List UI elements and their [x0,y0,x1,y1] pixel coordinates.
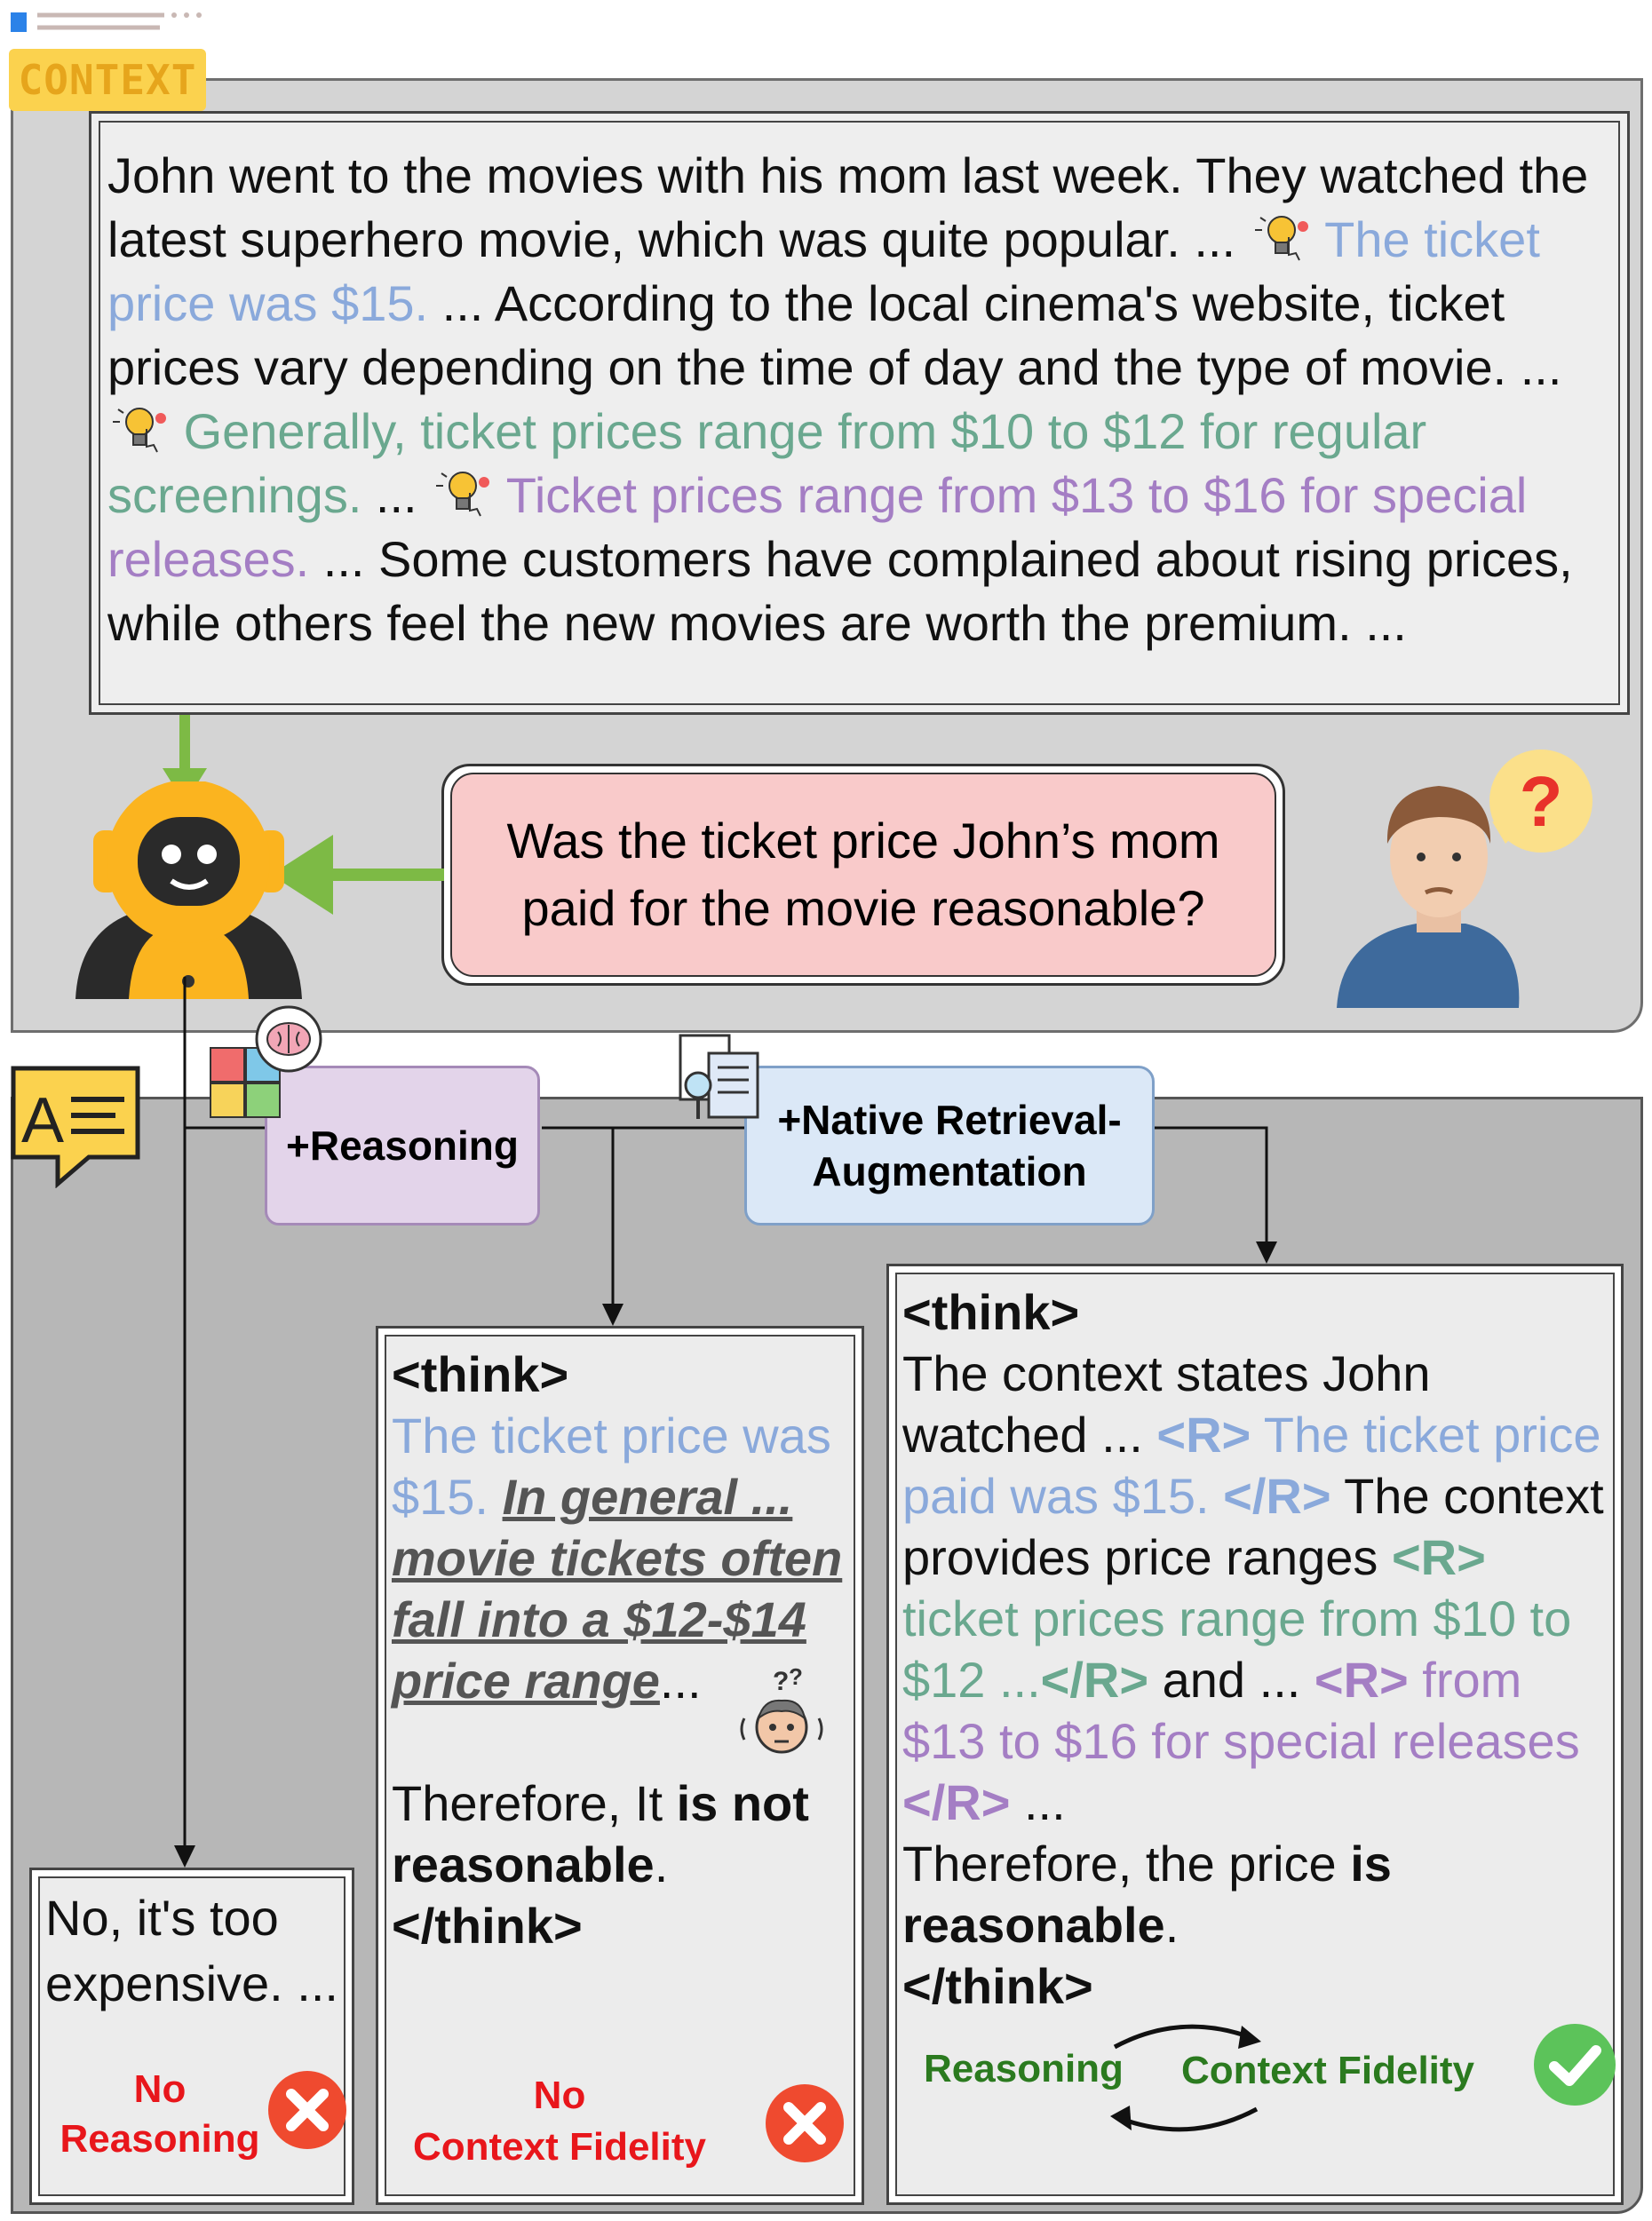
check-icon [1534,2024,1616,2106]
cross-icon [268,2071,346,2149]
period: . [1164,1897,1179,1953]
retrieved-evidence-green: ticket prices range from $10 to $12 ... [902,1590,1572,1708]
context-sentence: ... [361,467,432,523]
hallucinated-claim: In general ... movie tickets often fall … [392,1469,843,1709]
answer-context-fidelity: <think> The context states John watched … [886,1264,1624,2205]
context-evidence-blue: The ticket price was $15. [392,1408,831,1525]
reasoning-text: and ... [1148,1652,1314,1708]
reasoning-text: The context provides price ranges [902,1468,1604,1585]
verdict-line: No [533,2074,586,2117]
conclusion-text: Therefore, the price [902,1836,1351,1892]
context-sentence: ... Some customers have complained about… [107,531,1573,651]
context-sentence: John went to the movies with his mom las… [107,147,1589,267]
flow-arrows [174,977,1277,1868]
think-open-tag: <think> [902,1284,1080,1340]
reasoning-text: The context states John watched ... [902,1345,1431,1463]
question-bubble: Was the ticket price John’s mom paid for… [441,764,1285,986]
lightbulb-icon [113,408,166,453]
svg-text:?: ? [789,1665,803,1690]
ellipsis: ... [659,1653,702,1709]
retrieval-close-tag: </R> [902,1774,1011,1830]
conclusion-text: Therefore, It [392,1775,677,1831]
cycle-arrows-icon [1110,2024,1261,2132]
think-open-tag: <think> [392,1346,569,1402]
context-box: John went to the movies with his mom las… [89,111,1630,715]
answer-no-context-fidelity: <think> The ticket price was $15. In gen… [376,1326,864,2205]
think-close-tag: </think> [392,1898,583,1954]
verdict-label: No Reasoning [40,2065,280,2164]
retrieved-evidence-purple: from $13 to $16 for special releases [902,1652,1580,1769]
context-evidence-purple: Ticket prices range from $13 to $16 for … [107,467,1528,587]
context-evidence-blue: The ticket price was $15. [107,211,1540,331]
reasoning-label: +Reasoning [265,1066,540,1226]
verdict-line: Context Fidelity [412,2125,707,2169]
lightbulb-icon [436,472,490,517]
retrieval-open-tag: <R> [1391,1529,1486,1585]
svg-text:?: ? [773,1667,789,1696]
cross-icon [766,2084,844,2162]
retrieval-open-tag: <R> [1156,1407,1251,1463]
context-evidence-green: Generally, ticket prices range from $10 … [107,403,1427,523]
svg-text:?: ? [1520,762,1563,841]
answer-format-icon: A [11,1066,140,1188]
retrieval-close-tag: </R> [1223,1468,1331,1524]
arrow-left-icon [271,835,444,915]
document-search-icon [679,1034,759,1119]
user-avatar: ? [1337,750,1592,1008]
answer-no-reasoning: No, it's too expensive. ... No Reasoning [29,1868,354,2205]
confused-face-icon: ? ? [740,1665,823,1754]
brain-icon [255,1005,322,1073]
reasoning-text: ... [1010,1774,1066,1830]
retrieved-evidence-blue: The ticket price paid was $15. [902,1407,1601,1524]
context-sentence: ... According to the local cinema's webs… [107,275,1562,395]
verdict-line: No [133,2067,187,2111]
think-close-tag: </think> [902,1958,1093,2014]
answer-text: No, it's too expensive. ... [45,1890,338,2011]
verdict-reasoning: Reasoning [924,2047,1124,2090]
retrieval-open-tag: <R> [1314,1652,1409,1708]
verdict-label: No Context Fidelity [386,2070,733,2173]
retrieval-close-tag: </R> [1040,1652,1149,1708]
svg-text:A: A [21,1085,64,1156]
lightbulb-icon [1254,216,1308,261]
conclusion-bold: is reasonable [902,1836,1392,1953]
question-text: Was the ticket price John’s mom paid for… [450,773,1276,977]
context-tag: CONTEXT [9,49,206,111]
conclusion-bold: is not reasonable [392,1775,809,1892]
robot-icon [75,781,302,999]
verdict-line: Reasoning [60,2117,260,2161]
context-text: John went to the movies with his mom las… [99,121,1620,705]
answer-text: <think> The ticket price was $15. In gen… [386,1337,854,1956]
period: . [654,1836,669,1892]
retrieval-augmentation-label: +Native Retrieval-Augmentation [744,1066,1155,1226]
verdict-context-fidelity: Context Fidelity [1181,2049,1475,2092]
answer-text: <think> The context states John watched … [897,1274,1613,2017]
